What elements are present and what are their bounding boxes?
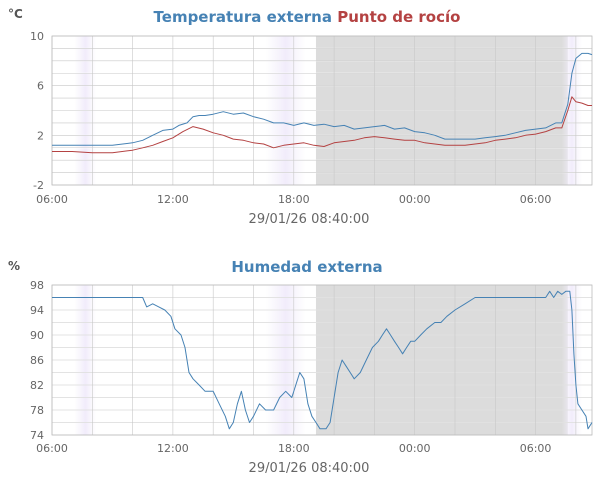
series-line-1 [52,290,593,430]
x-tick-label: 18:00 [278,442,310,455]
y-tick-label: 90 [30,329,44,342]
x-tick-label: 06:00 [520,442,552,455]
x-tick-label: 00:00 [399,193,431,206]
x-tick-label: 12:00 [157,193,189,206]
title-part: Humedad externa [231,258,382,276]
title-part: Temperatura externa [154,8,332,26]
timestamp-label: 29/01/26 08:40:00 [249,212,370,227]
series-line-2 [52,96,592,154]
y-tick-label: 2 [37,129,44,142]
unit-label: % [8,259,20,273]
x-tick-label: 18:00 [278,193,310,206]
chart-title: Temperatura externa Punto de rocío [154,8,461,26]
x-tick-label: 12:00 [157,442,189,455]
plot-frame [51,35,593,186]
x-tick-label: 06:00 [520,193,552,206]
plot-frame [51,284,593,436]
chart-panel-2: 74 78 82 86 90 94 98 06:00 12:00 18:00 00:00 06:00%… [8,258,593,476]
chart-panel-1: -2 2 6 10 06:00 12:00 18:00 00:00 06:00 °C Tempera… [8,7,593,227]
y-tick-label: -2 [33,179,44,192]
series-line-1 [52,52,593,146]
y-tick-label: 6 [37,80,44,93]
unit-label: °C [8,7,23,21]
x-tick-label: 00:00 [399,442,431,455]
timestamp-label: 29/01/26 08:40:00 [249,461,370,476]
title-part: Punto de rocío [332,8,460,26]
y-tick-label: 86 [30,354,44,367]
y-tick-label: 94 [30,304,44,317]
y-tick-label: 78 [30,404,44,417]
chart-title: Humedad externa [231,258,382,276]
y-tick-label: 82 [30,379,44,392]
y-tick-label: 98 [30,279,44,292]
x-tick-label: 06:00 [36,442,68,455]
y-tick-label: 74 [30,429,44,442]
y-tick-label: 10 [30,30,44,43]
x-tick-label: 06:00 [36,193,68,206]
